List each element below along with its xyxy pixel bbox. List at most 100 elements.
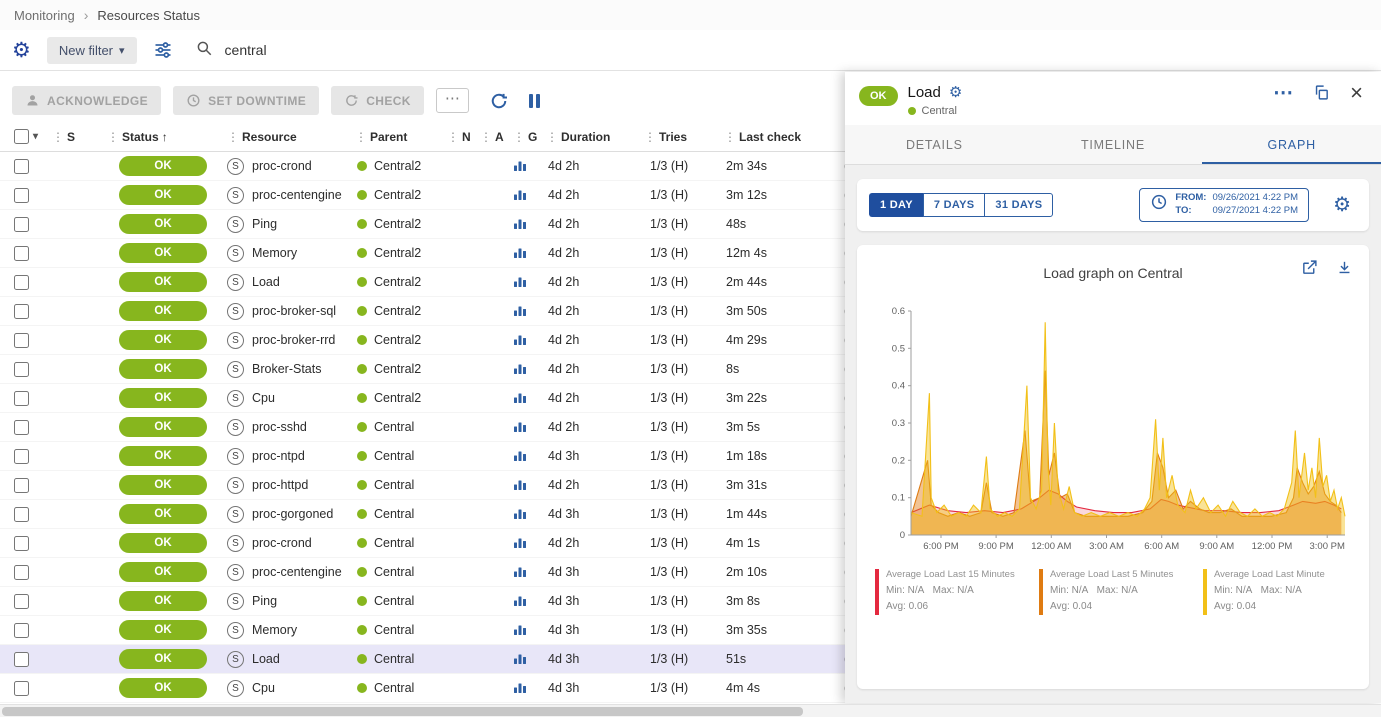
drag-handle-icon[interactable]: ⋮: [355, 129, 367, 144]
column-header[interactable]: ⋮ Last check: [724, 129, 802, 144]
column-header[interactable]: ⋮ G: [513, 129, 538, 144]
parent-name[interactable]: Central2: [374, 159, 422, 173]
graph-icon[interactable]: [513, 564, 527, 578]
resource-name[interactable]: Ping: [252, 217, 278, 231]
resource-name[interactable]: proc-gorgoned: [252, 507, 334, 521]
graph-icon[interactable]: [513, 245, 527, 259]
drag-handle-icon[interactable]: ⋮: [546, 129, 558, 144]
resource-name[interactable]: proc-broker-rrd: [252, 333, 336, 347]
resource-name[interactable]: proc-centengine: [252, 188, 342, 202]
graph-icon[interactable]: [513, 187, 527, 201]
parent-name[interactable]: Central: [374, 536, 415, 550]
scrollbar-thumb[interactable]: [2, 707, 803, 716]
row-checkbox[interactable]: [14, 158, 29, 174]
parent-name[interactable]: Central2: [374, 391, 422, 405]
tab-graph[interactable]: GRAPH: [1202, 125, 1381, 164]
column-header[interactable]: ⋮ Duration: [546, 129, 611, 144]
graph-icon[interactable]: [513, 535, 527, 549]
filter-tune-icon[interactable]: [153, 40, 173, 60]
parent-name[interactable]: Central2: [374, 217, 422, 231]
resource-name[interactable]: proc-crond: [252, 536, 312, 550]
resource-name[interactable]: Ping: [252, 594, 278, 608]
parent-name[interactable]: Central2: [374, 246, 422, 260]
resource-name[interactable]: Broker-Stats: [252, 362, 322, 376]
custom-time-range[interactable]: FROM: 09/26/2021 4:22 PM TO: 09/27/2021 …: [1139, 188, 1310, 222]
parent-name[interactable]: Central: [374, 565, 415, 579]
resource-name[interactable]: proc-centengine: [252, 565, 342, 579]
tab-details[interactable]: DETAILS: [905, 137, 963, 152]
sort-asc-icon[interactable]: ↑: [161, 129, 168, 144]
row-checkbox[interactable]: [14, 651, 29, 667]
graph-icon[interactable]: [513, 303, 527, 317]
graph-icon[interactable]: [513, 274, 527, 288]
parent-name[interactable]: Central2: [374, 304, 422, 318]
graph-icon[interactable]: [513, 390, 527, 404]
row-checkbox[interactable]: [14, 680, 29, 696]
select-all-checkbox[interactable]: [14, 129, 29, 144]
resource-name[interactable]: proc-ntpd: [252, 449, 305, 463]
row-checkbox[interactable]: [14, 564, 29, 580]
drag-handle-icon[interactable]: ⋮: [513, 129, 525, 144]
row-checkbox[interactable]: [14, 245, 29, 261]
graph-icon[interactable]: [513, 622, 527, 636]
drag-handle-icon[interactable]: ⋮: [107, 129, 119, 144]
parent-name[interactable]: Central: [374, 681, 415, 695]
service-settings-gear-icon[interactable]: ⚙: [948, 84, 963, 101]
resource-name[interactable]: proc-sshd: [252, 420, 307, 434]
resource-name[interactable]: Cpu: [252, 681, 275, 695]
copy-link-icon[interactable]: [1313, 84, 1330, 101]
row-checkbox[interactable]: [14, 187, 29, 203]
download-icon[interactable]: [1336, 259, 1353, 276]
resource-name[interactable]: proc-broker-sql: [252, 304, 337, 318]
resource-name[interactable]: Memory: [252, 623, 298, 637]
range-7days-button[interactable]: 7 DAYS: [922, 192, 985, 217]
resource-name[interactable]: proc-httpd: [252, 478, 309, 492]
row-checkbox[interactable]: [14, 419, 29, 435]
column-header[interactable]: ⋮ Parent: [355, 129, 408, 144]
breadcrumb-monitoring[interactable]: Monitoring: [14, 7, 75, 23]
parent-name[interactable]: Central2: [374, 333, 422, 347]
row-checkbox[interactable]: [14, 274, 29, 290]
new-filter-dropdown[interactable]: New filter ▾: [46, 36, 137, 64]
graph-icon[interactable]: [513, 680, 527, 694]
drag-handle-icon[interactable]: ⋮: [52, 129, 64, 144]
graph-icon[interactable]: [513, 332, 527, 346]
column-header[interactable]: ⋮ S: [52, 129, 76, 144]
parent-name[interactable]: Central: [374, 420, 415, 434]
column-header[interactable]: ⋮ Resource: [227, 129, 297, 144]
resource-name[interactable]: Load: [252, 652, 280, 666]
acknowledge-button[interactable]: ACKNOWLEDGE: [12, 86, 162, 115]
row-checkbox[interactable]: [14, 506, 29, 522]
close-panel-icon[interactable]: ×: [1350, 80, 1363, 105]
pause-icon[interactable]: [528, 93, 540, 108]
graph-icon[interactable]: [513, 593, 527, 607]
parent-name[interactable]: Central: [374, 623, 415, 637]
search-input[interactable]: [222, 41, 543, 59]
parent-name[interactable]: Central: [374, 652, 415, 666]
column-header[interactable]: ⋮ Tries: [644, 129, 688, 144]
parent-name[interactable]: Central: [374, 594, 415, 608]
row-checkbox[interactable]: [14, 361, 29, 377]
drag-handle-icon[interactable]: ⋮: [724, 129, 736, 144]
drag-handle-icon[interactable]: ⋮: [480, 129, 492, 144]
row-checkbox[interactable]: [14, 622, 29, 638]
parent-name[interactable]: Central: [374, 507, 415, 521]
graph-icon[interactable]: [513, 419, 527, 433]
row-checkbox[interactable]: [14, 216, 29, 232]
graph-icon[interactable]: [513, 158, 527, 172]
graph-settings-gear-icon[interactable]: ⚙: [1333, 193, 1351, 216]
more-actions-button[interactable]: ⋯: [435, 88, 469, 113]
drag-handle-icon[interactable]: ⋮: [644, 129, 656, 144]
